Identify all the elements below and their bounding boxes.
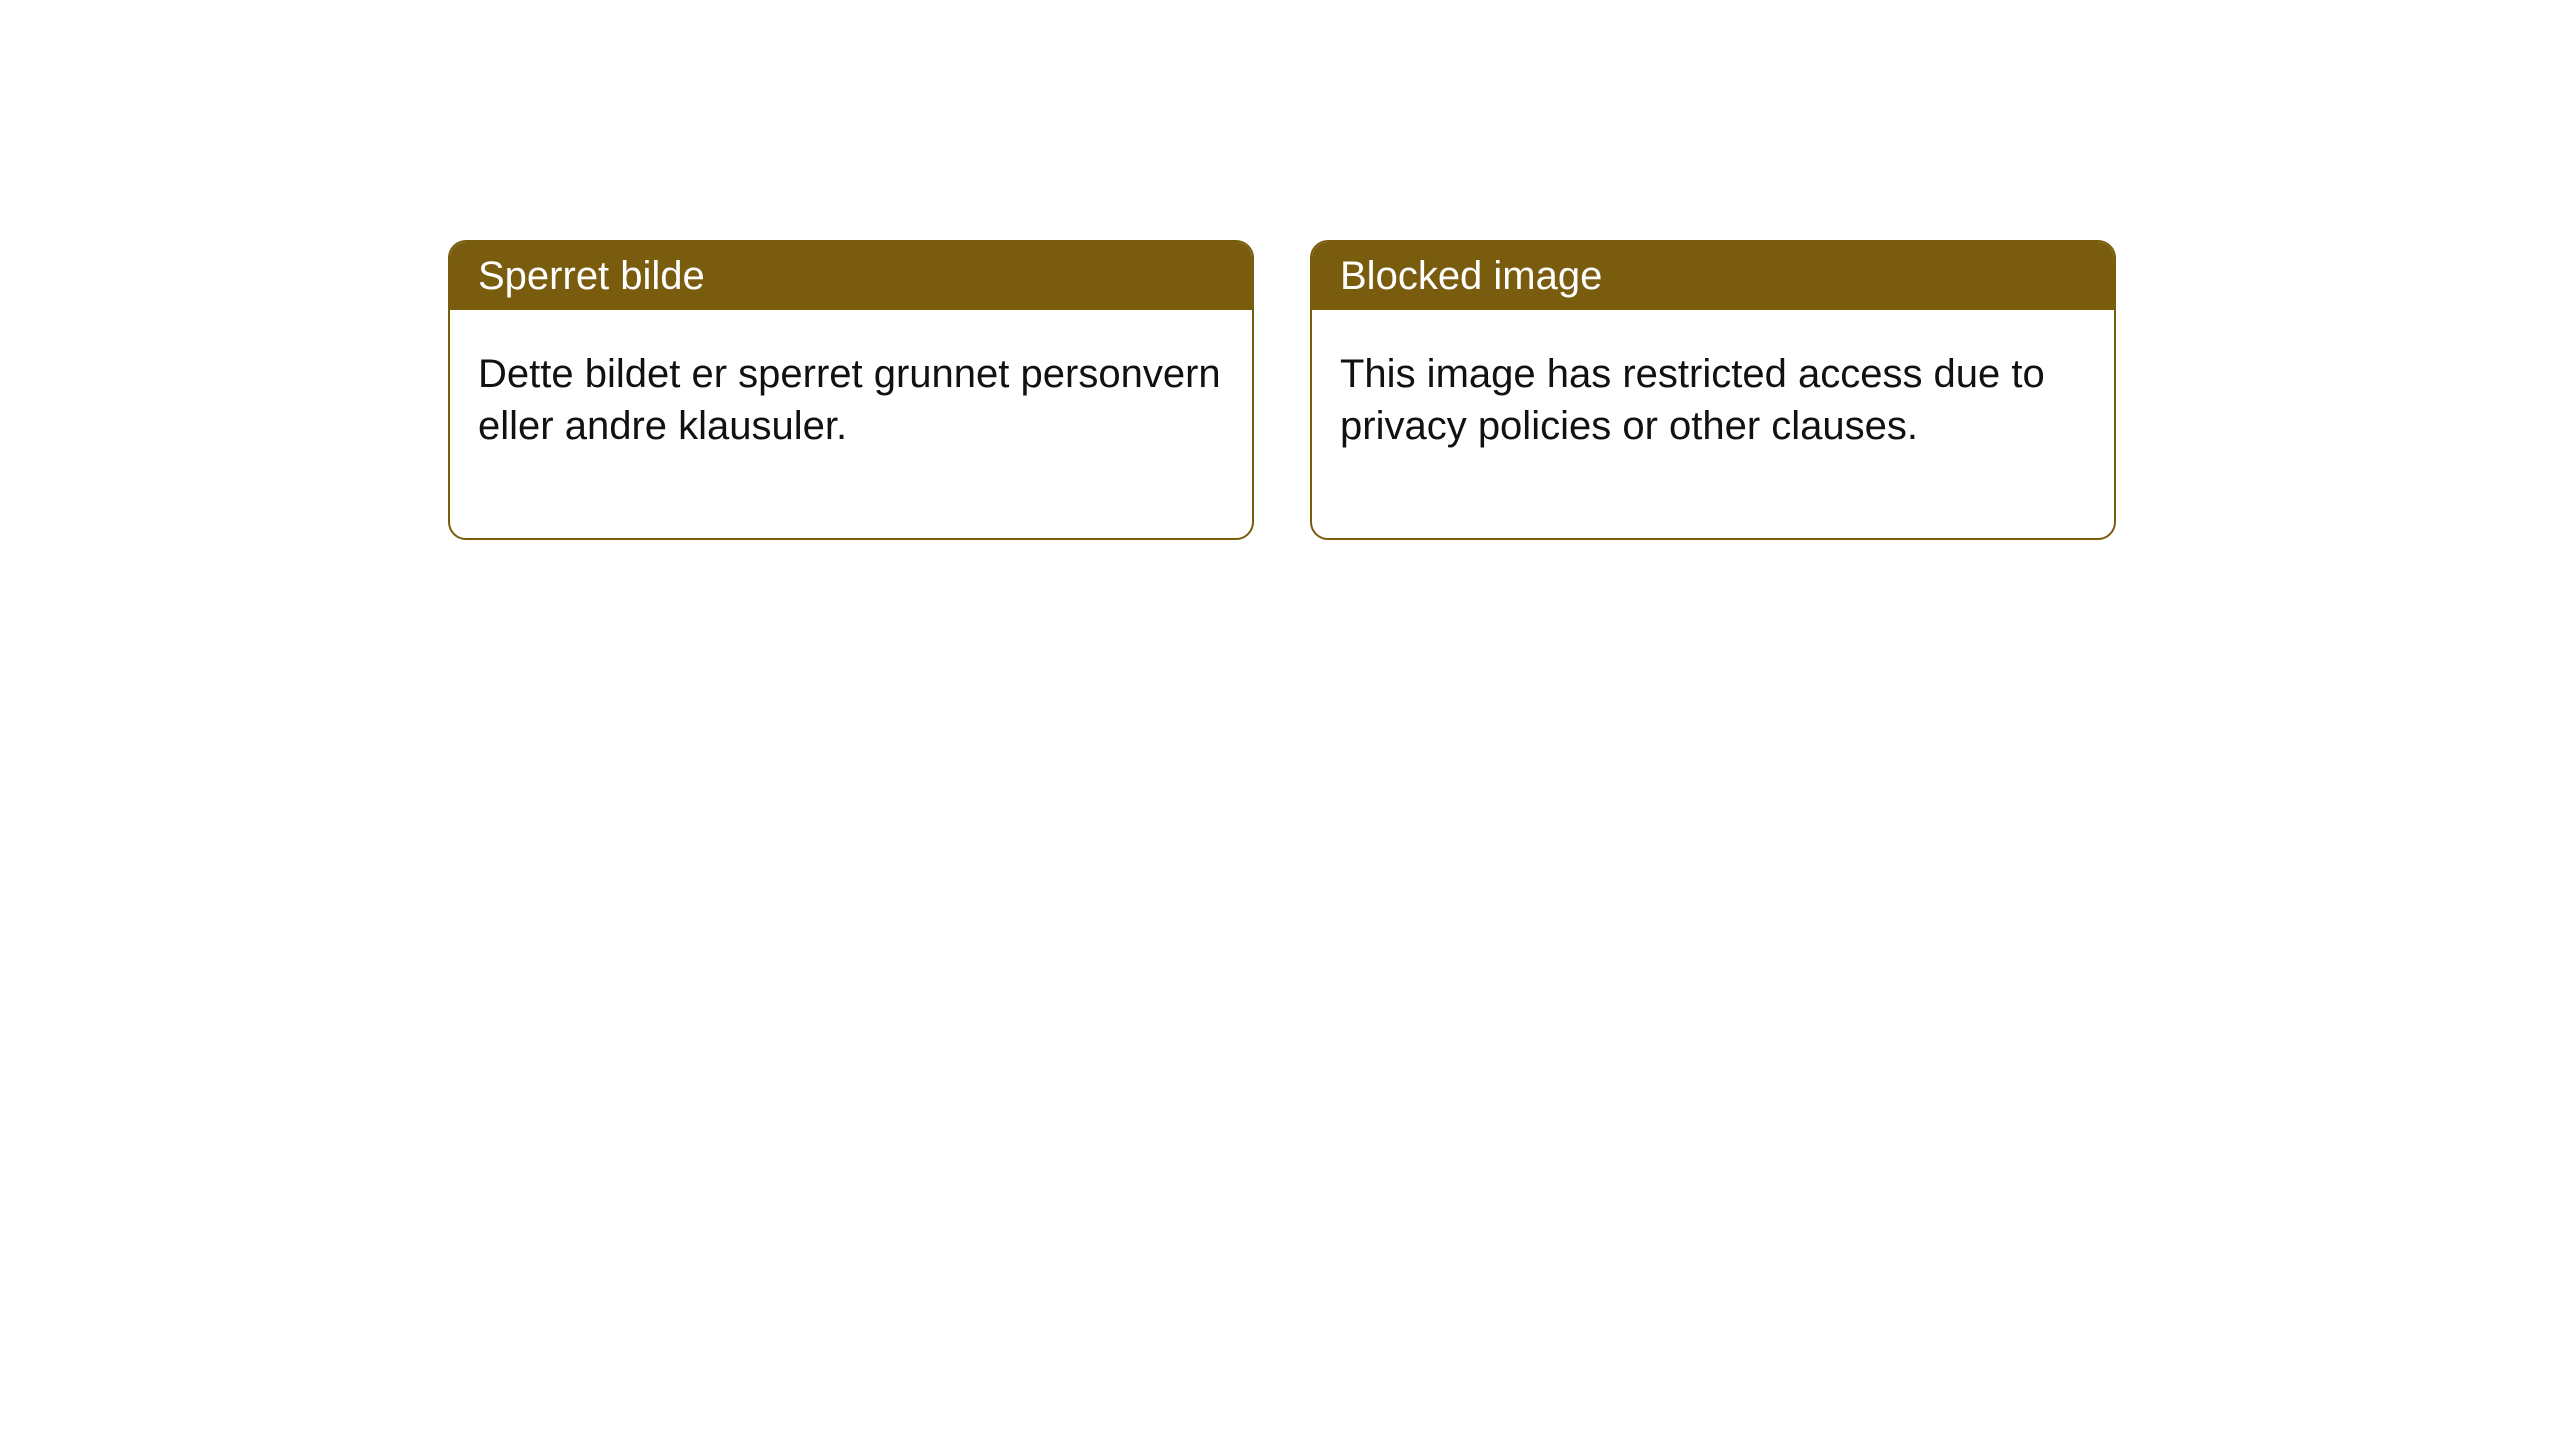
- card-title: Blocked image: [1340, 254, 1602, 298]
- card-body: This image has restricted access due to …: [1312, 310, 2114, 538]
- cards-container: Sperret bilde Dette bildet er sperret gr…: [448, 240, 2560, 540]
- card-header: Blocked image: [1312, 242, 2114, 310]
- blocked-image-card-en: Blocked image This image has restricted …: [1310, 240, 2116, 540]
- card-body: Dette bildet er sperret grunnet personve…: [450, 310, 1252, 538]
- card-header: Sperret bilde: [450, 242, 1252, 310]
- card-message: Dette bildet er sperret grunnet personve…: [478, 352, 1221, 448]
- card-message: This image has restricted access due to …: [1340, 352, 2045, 448]
- blocked-image-card-no: Sperret bilde Dette bildet er sperret gr…: [448, 240, 1254, 540]
- card-title: Sperret bilde: [478, 254, 705, 298]
